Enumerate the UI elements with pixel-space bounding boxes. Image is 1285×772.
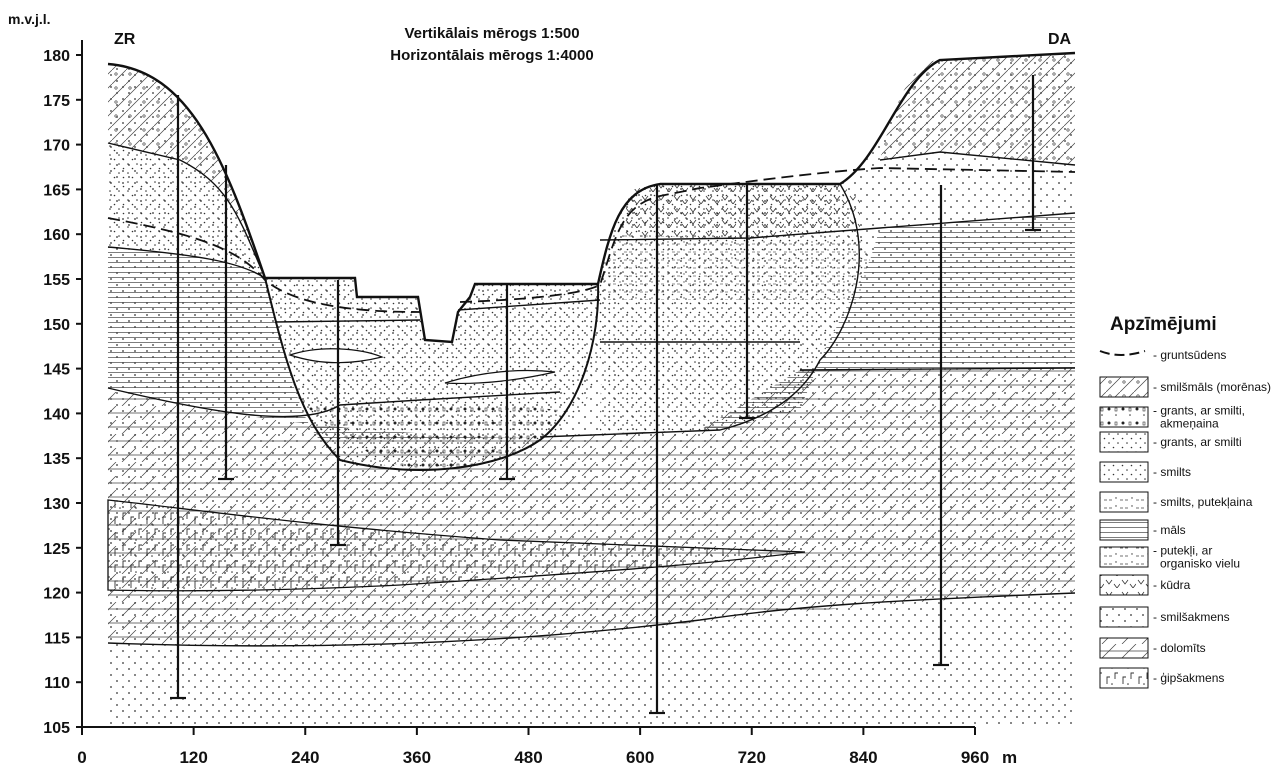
y-tick-label: 160 (43, 227, 70, 244)
legend-label: - grants, ar smilti (1153, 435, 1242, 449)
legend-swatch (1100, 520, 1148, 540)
x-tick-label: 240 (291, 748, 319, 767)
y-tick-label: 150 (43, 317, 70, 334)
legend-swatch (1100, 492, 1148, 512)
y-tick-label: 140 (43, 406, 70, 423)
y-unit: m.v.j.l. (8, 11, 51, 27)
y-tick-label: 105 (43, 720, 70, 737)
x-tick-label: 840 (849, 748, 877, 767)
legend-label: - smilts, putekļaina (1153, 495, 1253, 509)
y-tick-label: 175 (43, 93, 70, 110)
x-tick-label: 960 (961, 748, 989, 767)
legend-label: - ģipšakmens (1153, 671, 1224, 685)
legend-title: Apzīmējumi (1110, 314, 1217, 335)
x-tick-label: 480 (514, 748, 542, 767)
x-tick-label: 360 (403, 748, 431, 767)
y-tick-label: 125 (43, 541, 70, 558)
x-tick-label: 120 (179, 748, 207, 767)
x-unit: m (1002, 748, 1017, 767)
legend-swatch (1100, 607, 1148, 627)
legend-label: - putekļi, ar (1153, 544, 1212, 558)
legend-label: - gruntsūdens (1153, 348, 1226, 362)
x-tick-label: 720 (738, 748, 766, 767)
y-tick-label: 110 (44, 675, 70, 692)
legend-swatch (1100, 432, 1148, 452)
x-tick-label: 600 (626, 748, 654, 767)
right-label: DA (1048, 31, 1072, 48)
legend-swatch (1100, 377, 1148, 397)
scale-title: Horizontālais mērogs 1:4000 (390, 47, 593, 64)
left-label: ZR (114, 31, 136, 48)
geologic-section: 105 110 115 120 125 130 135 140 145 150 155 160 165 1… (0, 0, 1285, 767)
legend-label: - smilšmāls (morēnas) (1153, 380, 1271, 394)
legend-swatch (1100, 547, 1148, 567)
legend-label: - smilts (1153, 465, 1191, 479)
legend-label: akmeņaina (1160, 417, 1219, 431)
legend-label: - grants, ar smilti, (1153, 404, 1245, 418)
y-tick-label: 115 (44, 630, 70, 647)
y-tick-label: 145 (43, 362, 70, 379)
legend-label: - smilšakmens (1153, 610, 1230, 624)
y-tick-label: 135 (43, 451, 70, 468)
x-tick-label: 0 (77, 748, 86, 767)
legend: Apzīmējumi - gruntsūdens - smilšmāls (mor… (1100, 314, 1271, 688)
legend-swatch (1100, 668, 1148, 688)
legend-label: organisko vielu (1160, 557, 1240, 571)
layers (108, 53, 1075, 727)
legend-swatch (1100, 462, 1148, 482)
y-tick-label: 120 (43, 586, 70, 603)
legend-swatch (1100, 407, 1148, 427)
y-tick-label: 170 (43, 138, 70, 155)
legend-label: - kūdra (1153, 578, 1191, 592)
scale-title: Vertikālais mērogs 1:500 (404, 25, 579, 42)
legend-label: - māls (1153, 523, 1186, 537)
legend-swatch (1100, 575, 1148, 595)
y-tick-label: 155 (43, 272, 70, 289)
legend-swatch (1100, 638, 1148, 658)
legend-label: - dolomīts (1153, 641, 1206, 655)
y-tick-label: 180 (43, 48, 70, 65)
y-tick-label: 130 (43, 496, 70, 513)
y-tick-label: 165 (43, 182, 70, 199)
legend-swatch (1100, 351, 1145, 355)
